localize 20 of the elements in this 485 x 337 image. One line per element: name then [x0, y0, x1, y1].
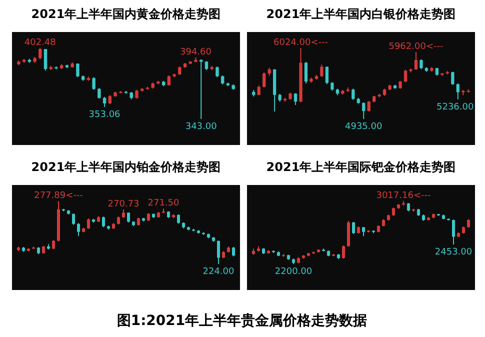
annotation: 270.73 [108, 199, 140, 210]
chart-title: 2021年上半年国际钯金价格走势图 [266, 160, 456, 174]
annotation: 5962.00<--- [388, 42, 444, 52]
annotation: 394.60 [180, 47, 212, 58]
annotation: 271.50 [148, 198, 180, 208]
annotation: 343.00 [185, 122, 218, 132]
annotation: 4935.00 [345, 122, 382, 132]
annotation: 2453.00 [434, 247, 472, 258]
chart-title: 2021年上半年国内黄金价格走势图 [31, 7, 221, 21]
annotation: 224.00 [202, 267, 235, 277]
annotation: 277.89<--- [34, 191, 83, 201]
annotation: 402.48 [24, 38, 56, 48]
annotation: 6024.00<--- [274, 38, 328, 48]
annotation: 3017.16<--- [376, 191, 431, 201]
caption: 图1:2021年上半年贵金属价格走势数据 [116, 313, 368, 329]
annotation: 2200.00 [274, 267, 312, 277]
chart-title: 2021年上半年国内铂金价格走势图 [31, 160, 221, 174]
annotation: 5236.00 [436, 102, 474, 112]
annotation: 353.06 [88, 110, 121, 120]
chart-title: 2021年上半年国内白银价格走势图 [266, 7, 456, 21]
